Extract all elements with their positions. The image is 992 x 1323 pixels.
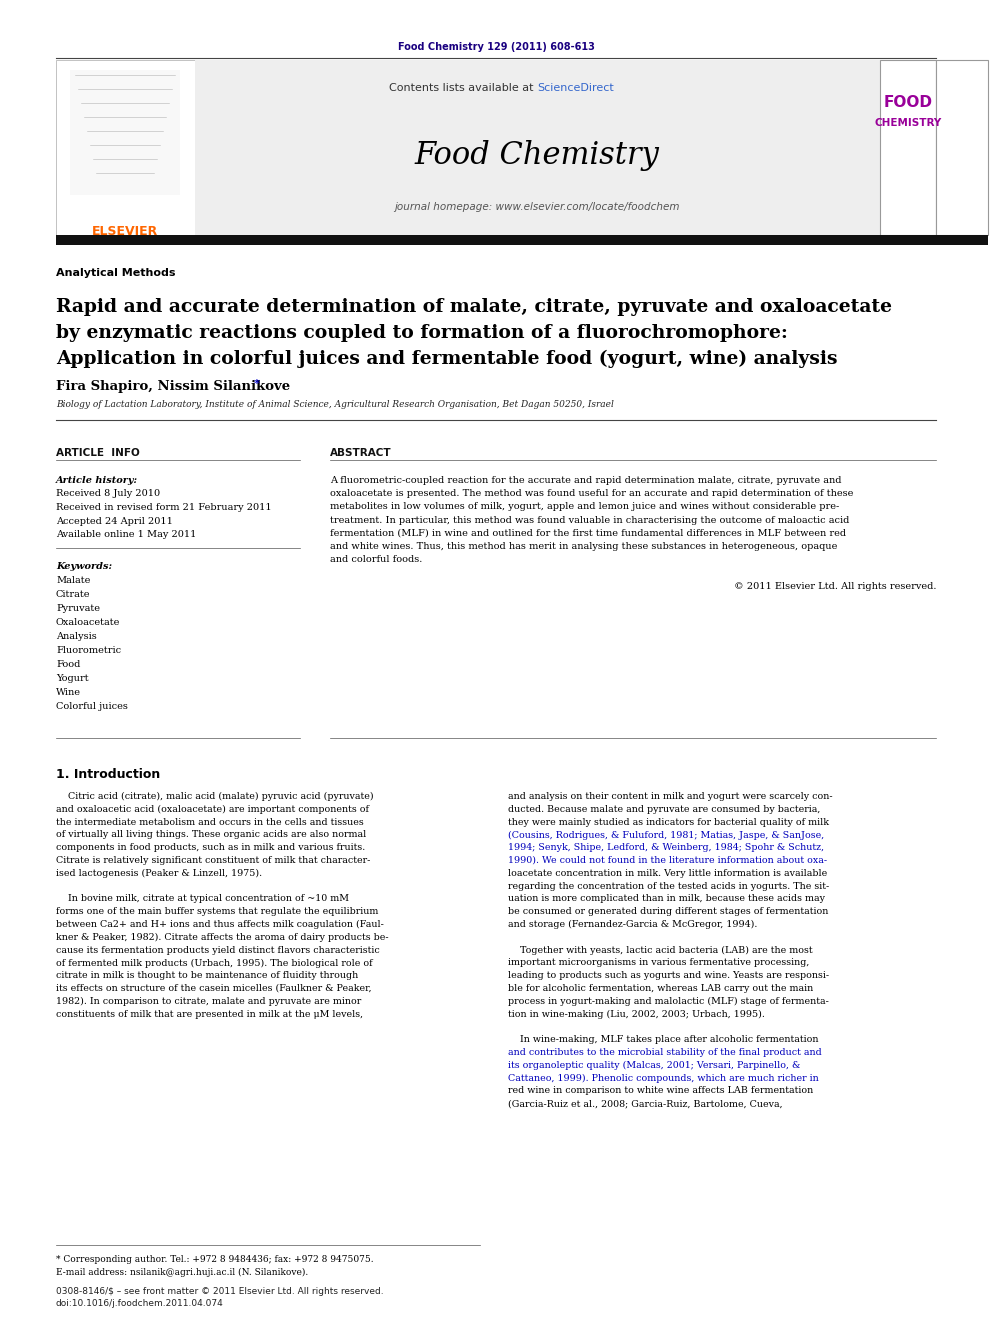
Bar (56, 60, 195, 235)
Text: and oxaloacetic acid (oxaloacetate) are important components of: and oxaloacetic acid (oxaloacetate) are … (56, 804, 369, 814)
Text: ble for alcoholic fermentation, whereas LAB carry out the main: ble for alcoholic fermentation, whereas … (508, 984, 813, 994)
Text: loacetate concentration in milk. Very little information is available: loacetate concentration in milk. Very li… (508, 869, 827, 877)
Text: Malate: Malate (56, 576, 90, 585)
Text: and white wines. Thus, this method has merit in analysing these substances in he: and white wines. Thus, this method has m… (330, 542, 837, 550)
Text: its organoleptic quality (Malcas, 2001; Versari, Parpinello, &: its organoleptic quality (Malcas, 2001; … (508, 1061, 801, 1070)
Text: doi:10.1016/j.foodchem.2011.04.074: doi:10.1016/j.foodchem.2011.04.074 (56, 1299, 224, 1308)
Text: Analysis: Analysis (56, 632, 97, 642)
Text: Rapid and accurate determination of malate, citrate, pyruvate and oxaloacetate: Rapid and accurate determination of mala… (56, 298, 892, 316)
Text: important microorganisms in various fermentative processing,: important microorganisms in various ferm… (508, 958, 809, 967)
Text: 1994; Senyk, Shipe, Ledford, & Weinberg, 1984; Spohr & Schutz,: 1994; Senyk, Shipe, Ledford, & Weinberg,… (508, 843, 824, 852)
Text: * Corresponding author. Tel.: +972 8 9484436; fax: +972 8 9475075.: * Corresponding author. Tel.: +972 8 948… (56, 1256, 374, 1263)
Text: (Garcia-Ruiz et al., 2008; Garcia-Ruiz, Bartolome, Cueva,: (Garcia-Ruiz et al., 2008; Garcia-Ruiz, … (508, 1099, 783, 1109)
Text: Food Chemistry: Food Chemistry (415, 140, 660, 171)
Text: between Ca2+ and H+ ions and thus affects milk coagulation (Faul-: between Ca2+ and H+ ions and thus affect… (56, 919, 384, 929)
Text: tion in wine-making (Liu, 2002, 2003; Urbach, 1995).: tion in wine-making (Liu, 2002, 2003; Ur… (508, 1009, 765, 1019)
Text: Article history:: Article history: (56, 476, 138, 486)
Bar (880, 60, 936, 235)
Text: they were mainly studied as indicators for bacterial quality of milk: they were mainly studied as indicators f… (508, 818, 829, 827)
Text: ised lactogenesis (Peaker & Linzell, 1975).: ised lactogenesis (Peaker & Linzell, 197… (56, 869, 262, 878)
Text: Food: Food (56, 660, 80, 669)
Text: Fluorometric: Fluorometric (56, 646, 121, 655)
Text: © 2011 Elsevier Ltd. All rights reserved.: © 2011 Elsevier Ltd. All rights reserved… (733, 582, 936, 591)
Text: process in yogurt-making and malolactic (MLF) stage of fermenta-: process in yogurt-making and malolactic … (508, 996, 829, 1005)
Text: Fira Shapiro, Nissim Silanikove: Fira Shapiro, Nissim Silanikove (56, 380, 290, 393)
Text: citrate in milk is thought to be maintenance of fluidity through: citrate in milk is thought to be mainten… (56, 971, 358, 980)
Text: Available online 1 May 2011: Available online 1 May 2011 (56, 531, 196, 538)
Text: the intermediate metabolism and occurs in the cells and tissues: the intermediate metabolism and occurs i… (56, 818, 364, 827)
Text: ARTICLE  INFO: ARTICLE INFO (56, 448, 140, 458)
Text: journal homepage: www.elsevier.com/locate/foodchem: journal homepage: www.elsevier.com/locat… (394, 202, 680, 212)
Text: fermentation (MLF) in wine and outlined for the first time fundamental differenc: fermentation (MLF) in wine and outlined … (330, 529, 846, 538)
Text: by enzymatic reactions coupled to formation of a fluorochromophore:: by enzymatic reactions coupled to format… (56, 324, 788, 343)
Text: *: * (254, 378, 260, 389)
Text: Yogurt: Yogurt (56, 673, 88, 683)
Text: Keywords:: Keywords: (56, 562, 112, 572)
Text: metabolites in low volumes of milk, yogurt, apple and lemon juice and wines with: metabolites in low volumes of milk, yogu… (330, 503, 839, 512)
Bar (195, 60, 880, 235)
Text: regarding the concentration of the tested acids in yogurts. The sit-: regarding the concentration of the teste… (508, 881, 829, 890)
Text: and analysis on their content in milk and yogurt were scarcely con-: and analysis on their content in milk an… (508, 792, 832, 800)
Text: oxaloacetate is presented. The method was found useful for an accurate and rapid: oxaloacetate is presented. The method wa… (330, 490, 853, 499)
Text: 0308-8146/$ – see front matter © 2011 Elsevier Ltd. All rights reserved.: 0308-8146/$ – see front matter © 2011 El… (56, 1287, 384, 1297)
Text: ScienceDirect: ScienceDirect (537, 83, 614, 93)
Text: In bovine milk, citrate at typical concentration of ~10 mM: In bovine milk, citrate at typical conce… (56, 894, 349, 904)
Text: 1990). We could not found in the literature information about oxa-: 1990). We could not found in the literat… (508, 856, 827, 865)
Text: E-mail address: nsilanik@agri.huji.ac.il (N. Silanikove).: E-mail address: nsilanik@agri.huji.ac.il… (56, 1267, 309, 1277)
Bar (56, 235, 988, 245)
Text: and colorful foods.: and colorful foods. (330, 556, 423, 564)
Text: uation is more complicated than in milk, because these acids may: uation is more complicated than in milk,… (508, 894, 825, 904)
Text: kner & Peaker, 1982). Citrate affects the aroma of dairy products be-: kner & Peaker, 1982). Citrate affects th… (56, 933, 389, 942)
Text: Colorful juices: Colorful juices (56, 703, 128, 710)
Text: In wine-making, MLF takes place after alcoholic fermentation: In wine-making, MLF takes place after al… (508, 1035, 818, 1044)
Text: Cattaneo, 1999). Phenolic compounds, which are much richer in: Cattaneo, 1999). Phenolic compounds, whi… (508, 1073, 818, 1082)
Text: its effects on structure of the casein micelles (Faulkner & Peaker,: its effects on structure of the casein m… (56, 984, 372, 994)
Text: Analytical Methods: Analytical Methods (56, 269, 176, 278)
Text: ABSTRACT: ABSTRACT (330, 448, 392, 458)
Text: components in food products, such as in milk and various fruits.: components in food products, such as in … (56, 843, 365, 852)
Text: Accepted 24 April 2011: Accepted 24 April 2011 (56, 516, 173, 525)
Text: Together with yeasts, lactic acid bacteria (LAB) are the most: Together with yeasts, lactic acid bacter… (508, 946, 812, 955)
Text: Oxaloacetate: Oxaloacetate (56, 618, 120, 627)
Text: Citrate is relatively significant constituent of milk that character-: Citrate is relatively significant consti… (56, 856, 370, 865)
Text: Biology of Lactation Laboratory, Institute of Animal Science, Agricultural Resea: Biology of Lactation Laboratory, Institu… (56, 400, 614, 409)
Text: 1. Introduction: 1. Introduction (56, 767, 161, 781)
Bar (936, 60, 988, 235)
Text: Food Chemistry 129 (2011) 608-613: Food Chemistry 129 (2011) 608-613 (398, 42, 594, 52)
Text: ducted. Because malate and pyruvate are consumed by bacteria,: ducted. Because malate and pyruvate are … (508, 804, 820, 814)
Text: red wine in comparison to white wine affects LAB fermentation: red wine in comparison to white wine aff… (508, 1086, 813, 1095)
Text: forms one of the main buffer systems that regulate the equilibrium: forms one of the main buffer systems tha… (56, 908, 378, 917)
Text: cause its fermentation products yield distinct flavors characteristic: cause its fermentation products yield di… (56, 946, 380, 955)
Text: Contents lists available at: Contents lists available at (389, 83, 537, 93)
Text: 1982). In comparison to citrate, malate and pyruvate are minor: 1982). In comparison to citrate, malate … (56, 996, 361, 1005)
Text: A fluorometric-coupled reaction for the accurate and rapid determination malate,: A fluorometric-coupled reaction for the … (330, 476, 841, 486)
Text: treatment. In particular, this method was found valuable in characterising the o: treatment. In particular, this method wa… (330, 516, 849, 525)
Text: FOOD: FOOD (884, 95, 932, 110)
Text: Citric acid (citrate), malic acid (malate) pyruvic acid (pyruvate): Citric acid (citrate), malic acid (malat… (56, 792, 374, 802)
Text: leading to products such as yogurts and wine. Yeasts are responsi-: leading to products such as yogurts and … (508, 971, 829, 980)
Text: Received 8 July 2010: Received 8 July 2010 (56, 490, 160, 499)
Text: Wine: Wine (56, 688, 81, 697)
Text: constituents of milk that are presented in milk at the μM levels,: constituents of milk that are presented … (56, 1009, 363, 1019)
Text: Pyruvate: Pyruvate (56, 605, 100, 613)
Text: be consumed or generated during different stages of fermentation: be consumed or generated during differen… (508, 908, 828, 917)
Text: of virtually all living things. These organic acids are also normal: of virtually all living things. These or… (56, 831, 366, 839)
Text: (Cousins, Rodrigues, & Fuluford, 1981; Matias, Jaspe, & SanJose,: (Cousins, Rodrigues, & Fuluford, 1981; M… (508, 831, 824, 840)
Text: and contributes to the microbial stability of the final product and: and contributes to the microbial stabili… (508, 1048, 821, 1057)
Text: Application in colorful juices and fermentable food (yogurt, wine) analysis: Application in colorful juices and ferme… (56, 351, 837, 368)
Text: Citrate: Citrate (56, 590, 90, 599)
Text: ELSEVIER: ELSEVIER (92, 225, 158, 238)
Text: Received in revised form 21 February 2011: Received in revised form 21 February 201… (56, 503, 272, 512)
Text: of fermented milk products (Urbach, 1995). The biological role of: of fermented milk products (Urbach, 1995… (56, 958, 373, 967)
Text: and storage (Fernandez-Garcia & McGregor, 1994).: and storage (Fernandez-Garcia & McGregor… (508, 919, 757, 929)
Text: CHEMISTRY: CHEMISTRY (874, 118, 941, 128)
Bar (70, 70, 180, 194)
